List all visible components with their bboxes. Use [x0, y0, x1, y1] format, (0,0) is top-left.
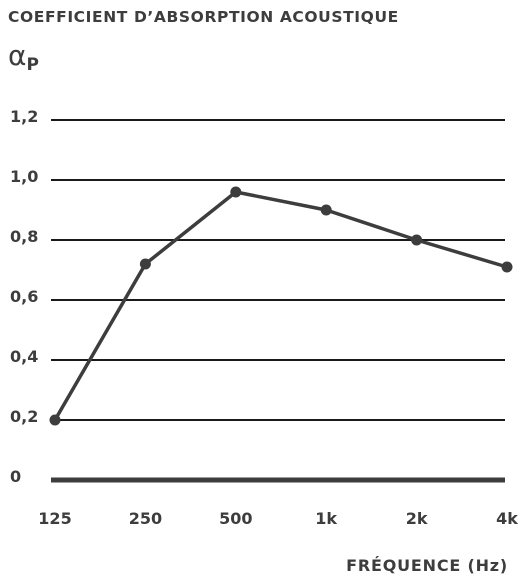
y-tick-label: 0,4 — [10, 347, 38, 366]
gridlines — [51, 119, 505, 483]
y-axis-symbol: α — [8, 39, 26, 72]
x-axis-label: FRÉQUENCE (Hz) — [346, 556, 508, 575]
x-tick-labels: 125 250 500 1k 2k 4k — [38, 509, 518, 528]
data-point — [501, 261, 513, 273]
y-axis-subscript: P — [26, 55, 38, 75]
x-tick-label: 125 — [38, 509, 71, 528]
x-tick-label: 2k — [406, 509, 428, 528]
data-point — [139, 258, 151, 270]
y-tick-labels: 0 0,2 0,4 0,6 0,8 1,0 1,2 — [10, 107, 38, 486]
data-point — [411, 234, 423, 246]
x-tick-label: 1k — [315, 509, 337, 528]
x-tick-label: 250 — [129, 509, 162, 528]
data-point — [230, 186, 242, 198]
y-tick-label: 1,2 — [10, 107, 38, 126]
y-tick-label: 0,6 — [10, 287, 38, 306]
y-axis-label: αP — [8, 39, 39, 75]
y-tick-label: 0 — [10, 467, 21, 486]
y-tick-label: 1,0 — [10, 167, 38, 186]
y-tick-label: 0,8 — [10, 227, 38, 246]
chart-title: COEFFICIENT D’ABSORPTION ACOUSTIQUE — [8, 8, 399, 26]
x-tick-label: 500 — [219, 509, 252, 528]
series-line — [53, 190, 508, 421]
y-tick-label: 0,2 — [10, 407, 38, 426]
data-point — [320, 204, 332, 216]
data-point — [49, 414, 61, 426]
series-group — [49, 186, 513, 426]
x-tick-label: 4k — [496, 509, 518, 528]
